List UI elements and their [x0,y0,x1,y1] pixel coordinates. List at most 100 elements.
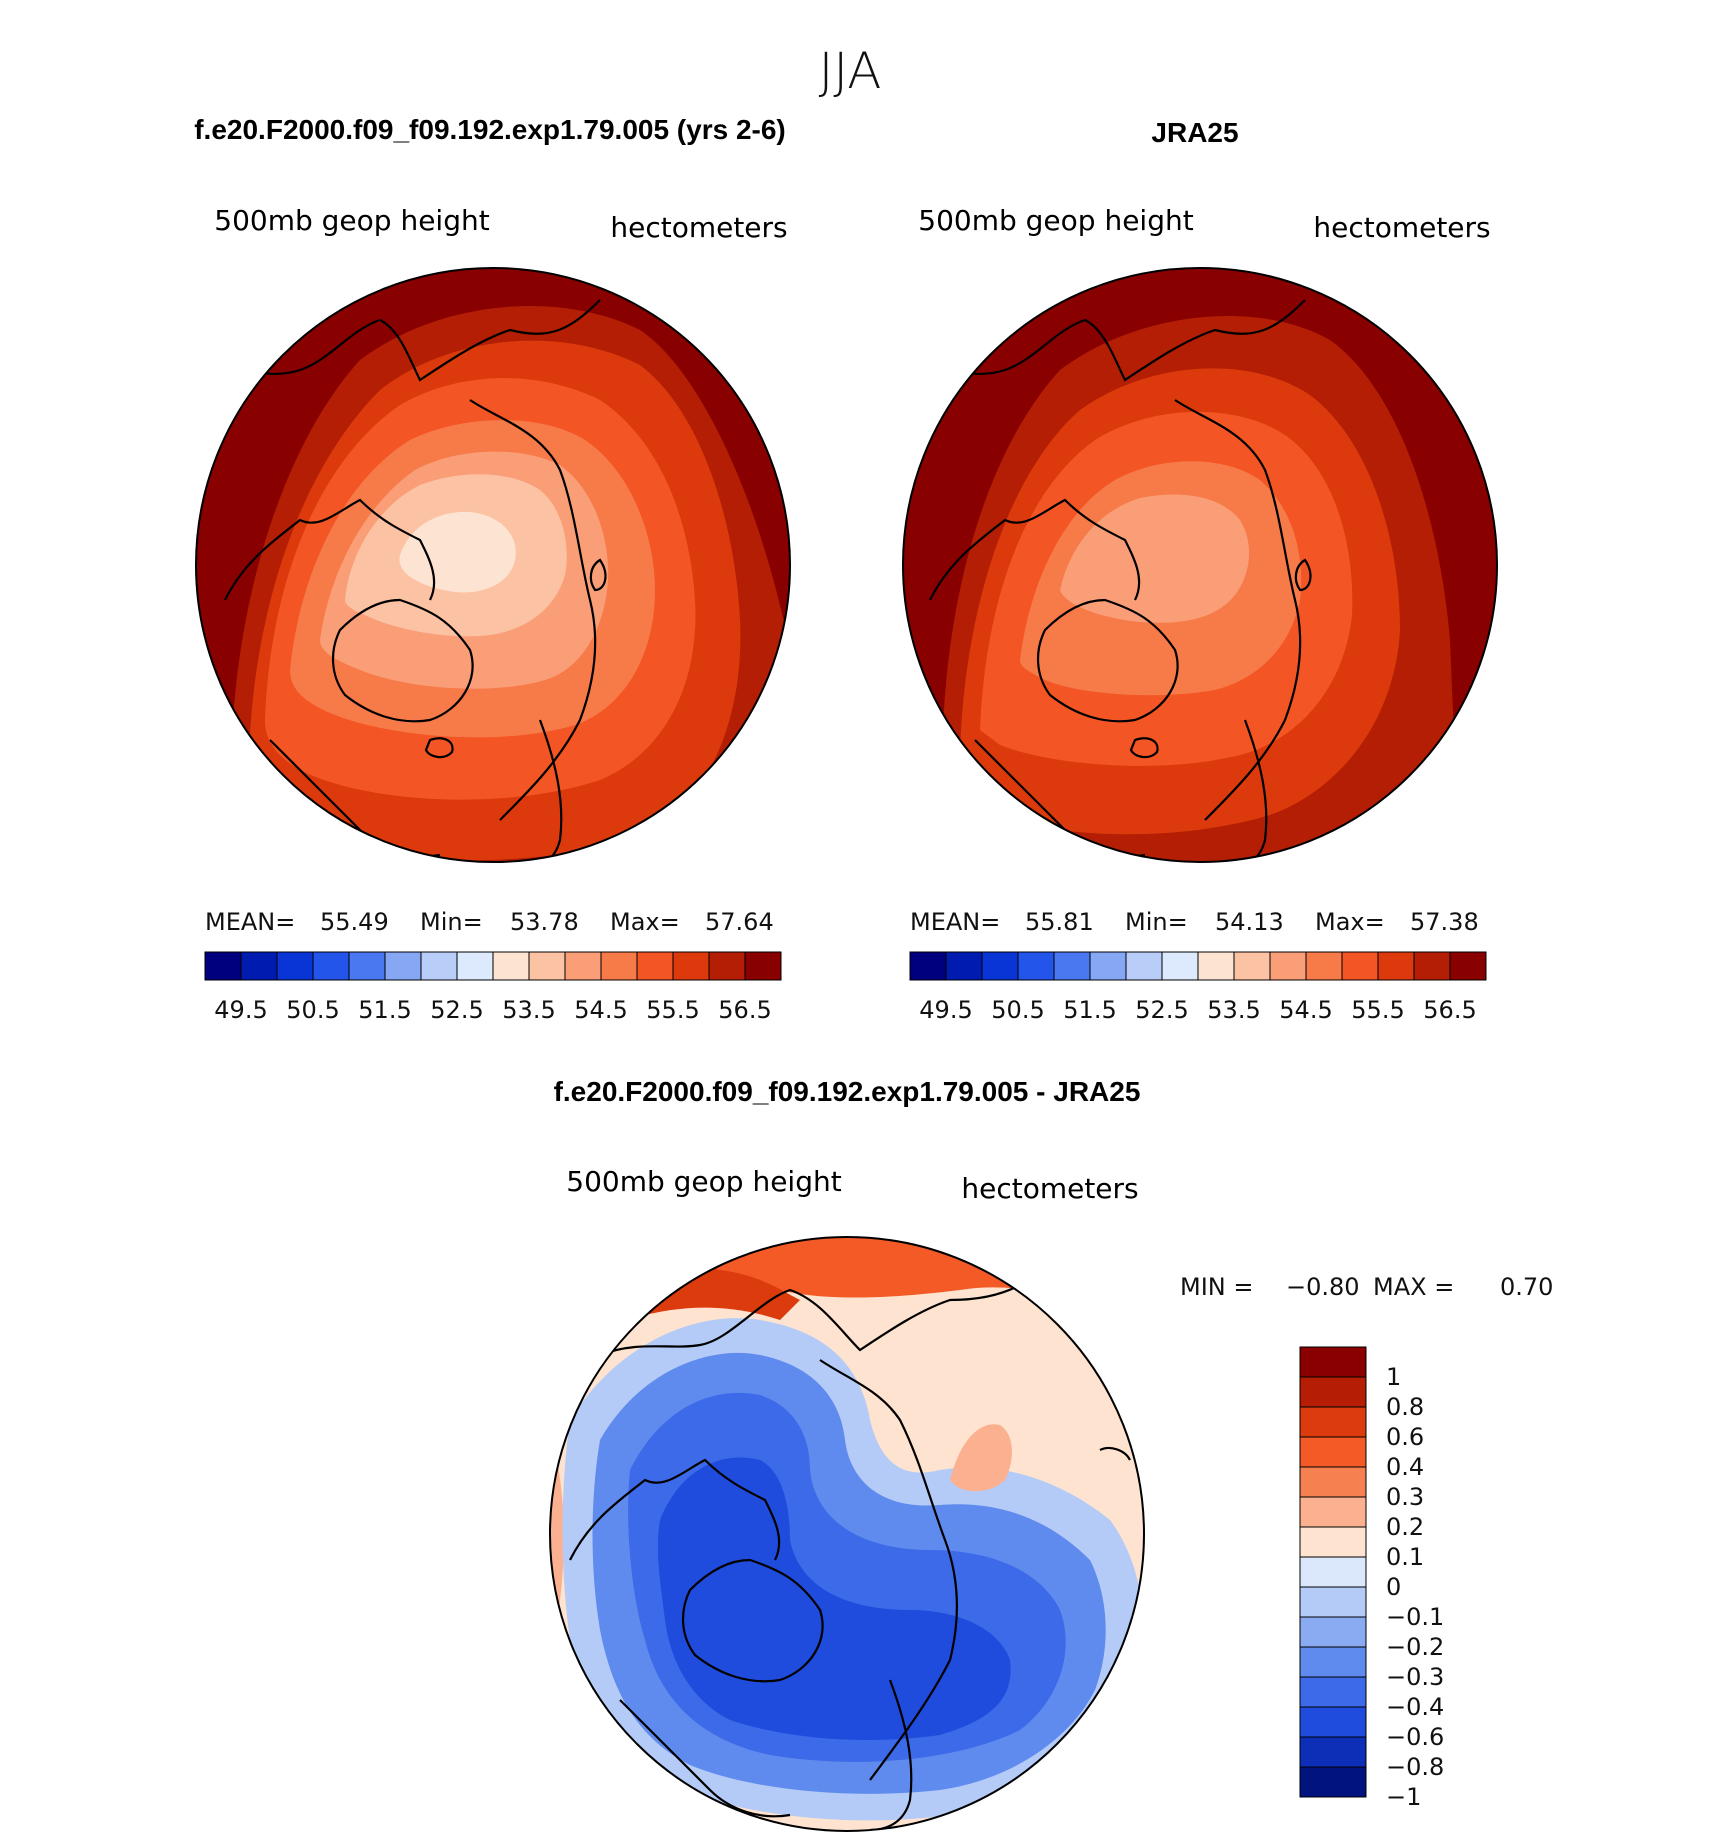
diff-colorbar-label: −0.4 [1386,1693,1444,1721]
panel-diff-stats: MIN = −0.80 MAX = 0.70 [1180,1273,1553,1301]
obs-colorbar-cell [945,951,983,981]
diff-min-value: −0.80 [1286,1273,1360,1301]
obs-colorbar-cell [1053,951,1091,981]
model-min-label: Min= [420,908,483,936]
diff-colorbar-cell [1299,1616,1367,1648]
obs-band-6 [1060,494,1250,623]
diff-colorbar-label: 0.6 [1386,1423,1424,1451]
panel-model: f.e20.F2000.f09_f09.192.exp1.79.005 (yrs… [194,114,791,1024]
obs-colorbar-cell [909,951,947,981]
diff-colorbar-cell [1299,1706,1367,1738]
panel-model-map-border [195,267,791,863]
diff-colorbar-label: −0.6 [1386,1723,1444,1751]
obs-colorbar-cell [1197,951,1235,981]
obs-colorbar-cell [1377,951,1415,981]
diff-max-value: 0.70 [1500,1273,1553,1301]
diff-colorbar-cell [1299,1406,1367,1438]
panel-obs: JRA25 500mb geop height hectometers [902,117,1498,1024]
diff-colorbar-cell [1299,1466,1367,1498]
obs-mean-label: MEAN= [910,908,1000,936]
model-colorbar-cell [204,951,242,981]
obs-colorbar-cell [1269,951,1307,981]
model-max-value: 57.64 [705,908,774,936]
diff-colorbar-label: −1 [1386,1783,1421,1811]
obs-colorbar-tick-label: 50.5 [991,996,1044,1024]
model-colorbar-cell [348,951,386,981]
panel-model-variable: 500mb geop height [214,204,489,237]
diff-colorbar-cell [1299,1556,1367,1588]
panel-model-case-title: f.e20.F2000.f09_f09.192.exp1.79.005 (yrs… [194,114,786,145]
model-colorbar-cell [636,951,674,981]
panel-diff: f.e20.F2000.f09_f09.192.exp1.79.005 - JR… [549,1076,1553,1832]
panel-obs-map-border [902,267,1498,863]
model-colorbar-tick-label: 51.5 [358,996,411,1024]
obs-max-value: 57.38 [1410,908,1479,936]
panel-obs-stats: MEAN= 55.81 Min= 54.13 Max= 57.38 [910,908,1479,936]
panel-model-units: hectometers [610,211,787,244]
obs-colorbar-tick-label: 54.5 [1279,996,1332,1024]
obs-colorbar-tick-label: 55.5 [1351,996,1404,1024]
obs-colorbar-cell [1017,951,1055,981]
diff-colorbar-cell [1299,1646,1367,1678]
model-mean-value: 55.49 [320,908,389,936]
panel-diff-units: hectometers [961,1172,1138,1205]
panel-diff-map-border [549,1236,1145,1832]
diff-colorbar: 10.80.60.40.30.20.10−0.1−0.2−0.3−0.4−0.6… [1299,1346,1444,1811]
obs-colorbar-tick-label: 49.5 [919,996,972,1024]
obs-colorbar-cell [1449,951,1487,981]
diff-colorbar-label: 0.3 [1386,1483,1424,1511]
diff-colorbar-cell [1299,1526,1367,1558]
obs-colorbar-cell [1341,951,1379,981]
model-min-value: 53.78 [510,908,579,936]
model-colorbar-cell [600,951,638,981]
panel-obs-case-title: JRA25 [1151,117,1238,148]
diff-colorbar-label: −0.3 [1386,1663,1444,1691]
model-colorbar-tick-label: 52.5 [430,996,483,1024]
diff-colorbar-label: 0 [1386,1573,1401,1601]
obs-max-label: Max= [1315,908,1385,936]
diff-colorbar-cell [1299,1586,1367,1618]
model-colorbar-tick-label: 55.5 [646,996,699,1024]
model-colorbar-cell [744,951,782,981]
obs-colorbar-cell [981,951,1019,981]
model-colorbar-cell [528,951,566,981]
model-colorbar-tick-label: 53.5 [502,996,555,1024]
diff-colorbar-label: 0.2 [1386,1513,1424,1541]
diff-warm-spot [950,1424,1012,1492]
model-colorbar-cell [276,951,314,981]
diff-colorbar-cell [1299,1496,1367,1528]
obs-colorbar-tick-label: 56.5 [1423,996,1476,1024]
model-band-center [399,511,516,593]
obs-colorbar: 49.5 50.5 51.5 52.5 53.5 54.5 55.5 56.5 [909,951,1487,1024]
obs-colorbar-cell [1161,951,1199,981]
model-colorbar-cell [312,951,350,981]
model-max-label: Max= [610,908,680,936]
diff-colorbar-cell [1299,1676,1367,1708]
model-colorbar-cell [240,951,278,981]
model-colorbar-cell [708,951,746,981]
diff-colorbar-label: 1 [1386,1363,1401,1391]
diff-colorbar-label: −0.2 [1386,1633,1444,1661]
diff-coastlines [569,1269,1131,1831]
panel-obs-units: hectometers [1313,211,1490,244]
model-colorbar-tick-label: 50.5 [286,996,339,1024]
model-colorbar-tick-label: 56.5 [718,996,771,1024]
obs-colorbar-cell [1125,951,1163,981]
diff-colorbar-label: 0.8 [1386,1393,1424,1421]
diff-colorbar-label: 0.1 [1386,1543,1424,1571]
model-mean-label: MEAN= [205,908,295,936]
obs-min-value: 54.13 [1215,908,1284,936]
obs-colorbar-tick-label: 53.5 [1207,996,1260,1024]
model-coastlines [196,299,607,862]
obs-min-label: Min= [1125,908,1188,936]
model-colorbar-tick-label: 54.5 [574,996,627,1024]
diff-cool-core [657,1457,1011,1740]
panel-model-field [196,268,790,862]
diff-colorbar-label: −0.8 [1386,1753,1444,1781]
obs-colorbar-tick-label: 51.5 [1063,996,1116,1024]
model-colorbar-tick-label: 49.5 [214,996,267,1024]
season-title: JJA [819,42,882,100]
panel-obs-field [903,268,1497,862]
diff-colorbar-cell [1299,1436,1367,1468]
